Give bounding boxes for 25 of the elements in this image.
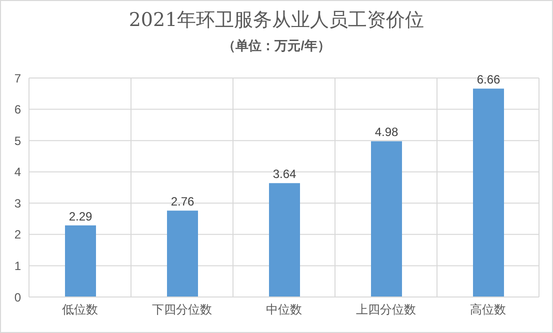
y-tick-label: 7 (14, 71, 22, 86)
x-tick-label: 中位数 (266, 302, 302, 317)
bar (269, 183, 300, 297)
data-label: 6.66 (476, 72, 500, 87)
data-label: 4.98 (374, 125, 398, 140)
y-tick-label: 5 (14, 134, 22, 148)
y-tick-label: 4 (14, 165, 22, 180)
chart-subtitle: （单位：万元/年） (222, 37, 332, 55)
x-tick-label: 低位数 (62, 302, 98, 317)
x-tick-label: 高位数 (470, 302, 506, 317)
x-tick-label: 下四分位数 (152, 302, 212, 317)
y-tick-label: 0 (14, 290, 22, 304)
bar (65, 225, 96, 297)
bar (473, 88, 504, 297)
y-tick-label: 1 (14, 258, 22, 273)
bar (167, 210, 198, 297)
y-tick-label: 6 (14, 102, 22, 117)
bar (371, 141, 402, 297)
data-label: 2.76 (170, 194, 194, 209)
y-tick-label: 2 (14, 228, 22, 242)
x-tick-label: 上四分位数 (356, 302, 416, 317)
data-label: 2.29 (68, 209, 92, 224)
y-tick-label: 3 (14, 196, 22, 210)
chart-title: 2021年环卫服务从业人员工资价位 (128, 8, 426, 33)
data-label: 3.64 (272, 167, 296, 182)
